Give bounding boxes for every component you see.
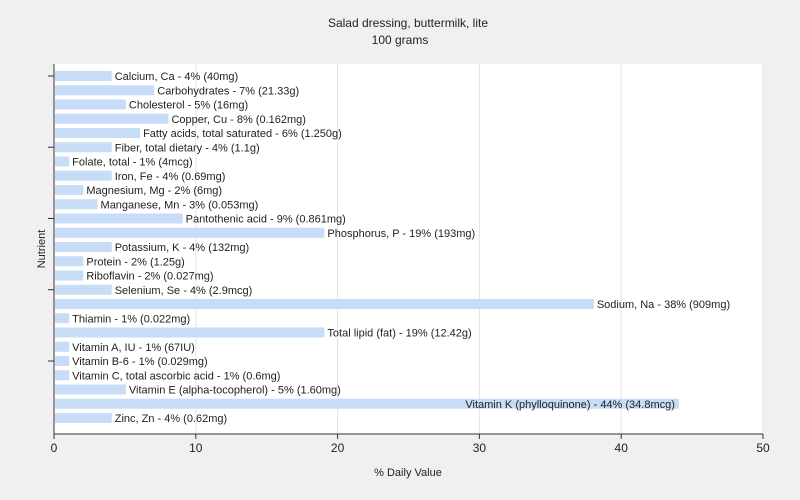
bar-label: Fatty acids, total saturated - 6% (1.250… — [143, 128, 342, 140]
bar — [55, 199, 98, 210]
x-tick-label: 30 — [473, 441, 487, 455]
bar — [55, 384, 126, 395]
bar-label: Magnesium, Mg - 2% (6mg) — [86, 185, 222, 197]
bar — [55, 142, 112, 153]
x-tick-label: 50 — [756, 441, 770, 455]
bar — [55, 413, 112, 423]
bar-label: Vitamin K (phylloquinone) - 44% (34.8mcg… — [465, 399, 675, 411]
bar — [55, 71, 112, 81]
bar-label: Carbohydrates - 7% (21.33g) — [157, 85, 299, 97]
bar — [55, 270, 84, 281]
bar — [55, 356, 70, 366]
bar — [55, 170, 112, 181]
x-axis-title: % Daily Value — [374, 467, 442, 479]
bar-label: Vitamin B-6 - 1% (0.029mg) — [72, 356, 208, 368]
bar — [55, 313, 70, 324]
bar-label: Cholesterol - 5% (16mg) — [129, 100, 248, 112]
bar — [55, 99, 126, 110]
bar — [55, 242, 112, 252]
plot-area — [54, 64, 763, 434]
bar-label: Protein - 2% (1.25g) — [86, 256, 184, 268]
bar-label: Manganese, Mn - 3% (0.053mg) — [101, 199, 259, 211]
bar — [55, 327, 325, 338]
bar — [55, 85, 155, 96]
grid-lines — [195, 64, 764, 434]
bar-label: Iron, Fe - 4% (0.69mg) — [115, 171, 226, 183]
bar — [55, 128, 141, 138]
bar-label: Sodium, Na - 38% (909mg) — [597, 299, 730, 311]
x-tick-label: 40 — [615, 441, 629, 455]
y-axis-title: Nutrient — [36, 230, 48, 269]
bar — [55, 341, 70, 352]
x-tick-label: 10 — [189, 441, 203, 455]
bar-label: Total lipid (fat) - 19% (12.42g) — [327, 328, 471, 340]
bar-label: Vitamin A, IU - 1% (67IU) — [72, 342, 195, 354]
x-tick-label: 20 — [331, 441, 345, 455]
bar-label: Calcium, Ca - 4% (40mg) — [115, 71, 238, 83]
bar — [55, 256, 84, 267]
axes-group: 0 10 20 30 40 50 — [48, 64, 770, 455]
bars-group — [55, 71, 679, 423]
bar-label: Phosphorus, P - 19% (193mg) — [327, 228, 475, 240]
bar-label: Vitamin C, total ascorbic acid - 1% (0.6… — [72, 370, 280, 382]
bar-label: Potassium, K - 4% (132mg) — [115, 242, 250, 254]
bar-labels-group: Calcium, Ca - 4% (40mg) Carbohydrates - 7… — [72, 71, 730, 425]
chart-subtitle: 100 grams — [372, 33, 429, 47]
bar — [55, 213, 183, 224]
bar — [55, 398, 679, 409]
chart-title: Salad dressing, buttermilk, lite — [328, 16, 488, 30]
bar-label: Selenium, Se - 4% (2.9mcg) — [115, 285, 253, 297]
x-tick-label: 0 — [51, 441, 58, 455]
bar-label: Copper, Cu - 8% (0.162mg) — [171, 114, 306, 126]
bar — [55, 156, 70, 167]
bar — [55, 370, 70, 381]
bar-label: Fiber, total dietary - 4% (1.1g) — [115, 142, 260, 154]
bar — [55, 299, 594, 309]
bar-label: Thiamin - 1% (0.022mg) — [72, 313, 190, 325]
bar-label: Zinc, Zn - 4% (0.62mg) — [115, 413, 227, 425]
bar-label: Folate, total - 1% (4mcg) — [72, 157, 192, 169]
bar — [55, 113, 169, 124]
bar-label: Riboflavin - 2% (0.027mg) — [86, 271, 213, 283]
bar — [55, 185, 84, 195]
bar-label: Pantothenic acid - 9% (0.861mg) — [186, 214, 346, 226]
bar — [55, 227, 325, 238]
bar-label: Vitamin E (alpha-tocopherol) - 5% (1.60m… — [129, 385, 341, 397]
bar — [55, 284, 112, 295]
